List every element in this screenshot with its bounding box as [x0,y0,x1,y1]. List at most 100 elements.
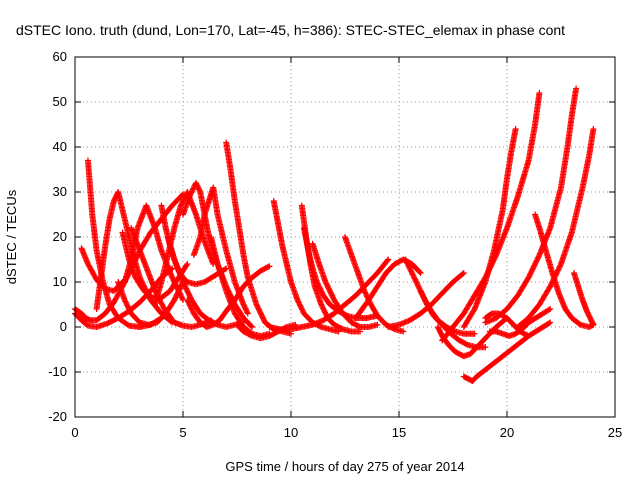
data-point [171,279,178,286]
data-point [550,276,557,283]
data-point [402,256,409,263]
plot-frame [74,56,616,418]
data-point [184,298,191,305]
data-point [317,287,324,294]
data-point [296,301,303,308]
series-11 [151,189,217,308]
data-point [416,269,423,275]
data-point [491,255,498,262]
data-point [297,303,304,310]
data-point [418,289,425,296]
data-point [422,298,429,305]
data-point [488,261,495,268]
y-axis-label: dSTEC / TECUs [4,189,19,284]
data-point [299,306,306,313]
data-point [297,302,304,309]
data-point [177,291,184,298]
series-38 [482,310,532,339]
data-point [534,255,541,262]
data-point [419,292,426,299]
data-point [403,257,410,264]
series-16 [223,139,294,337]
data-point [247,332,254,339]
data-point [316,284,323,291]
data-point [249,324,256,330]
data-point [412,278,419,285]
data-point [463,341,470,348]
y-tick-label: -20 [48,409,67,424]
data-point [486,266,493,273]
data-point [126,306,133,313]
data-point [512,126,519,132]
x-tick-label: 0 [71,425,78,440]
data-point [321,308,328,315]
data-point [460,270,467,276]
data-point [362,290,369,297]
data-point [186,301,193,308]
data-point [471,330,478,337]
data-point [408,270,415,276]
y-tick-label: -10 [48,364,67,379]
data-point [295,299,302,306]
y-tick-label: 50 [53,94,67,109]
data-point [317,285,324,292]
data-point [547,319,554,326]
data-point [265,263,272,270]
x-tick-label: 15 [392,425,406,440]
data-point [318,302,325,309]
data-point [482,274,489,281]
data-point [170,277,177,284]
data-point [169,275,176,282]
data-point [374,321,381,328]
data-point [320,305,327,312]
data-point [123,301,130,308]
data-point [407,267,414,274]
data-point [408,268,415,275]
data-point [484,269,491,276]
data-point [422,297,429,304]
series-28 [417,288,489,351]
data-point [488,262,495,269]
data-point [535,253,542,260]
data-point [122,299,129,306]
y-tick-label: 20 [53,229,67,244]
data-point [355,323,362,330]
data-point [573,85,580,92]
y-tick-label: 30 [53,184,67,199]
data-point [490,258,497,265]
data-point [483,273,490,280]
data-point [552,271,559,278]
chart-title: dSTEC Iono. truth (dund, Lon=170, Lat=-4… [16,22,565,38]
data-point [590,126,597,132]
data-point [362,289,369,296]
data-point [244,310,251,317]
data-point [531,261,538,268]
data-point [535,254,542,261]
data-point [406,264,413,271]
data-point [318,288,325,295]
data-point [361,288,368,294]
data-point [169,274,176,281]
data-point [188,306,195,313]
data-point [525,274,532,281]
data-point [532,259,539,266]
data-point [487,263,494,270]
data-point [175,287,182,294]
data-point [417,270,424,276]
data-point [313,279,320,285]
data-point [179,295,186,302]
data-point [183,262,190,269]
data-point [553,270,560,277]
data-point [186,302,193,309]
data-point [418,290,425,297]
data-point [124,302,131,309]
data-point [527,270,534,277]
x-tick-label: 10 [284,425,298,440]
y-tick-label: 40 [53,139,67,154]
data-point [420,294,427,301]
data-point [411,275,418,282]
data-point [299,307,306,314]
grid [75,57,615,417]
series-30 [460,319,554,384]
